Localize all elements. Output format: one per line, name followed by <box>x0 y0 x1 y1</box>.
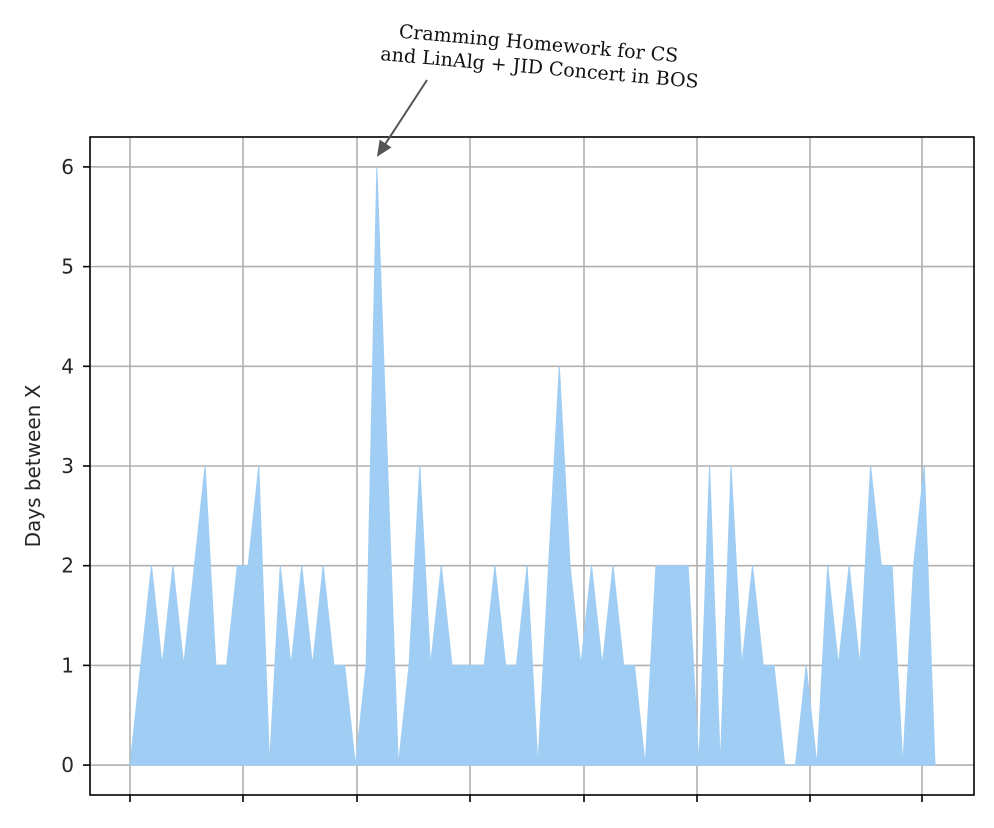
y-tick-label-6: 6 <box>61 155 74 179</box>
y-tick-label-4: 4 <box>61 354 74 378</box>
area-series-fill <box>129 166 936 766</box>
y-axis-ticks: 0 1 2 3 4 5 6 <box>61 155 90 777</box>
annotation-arrow <box>383 79 428 146</box>
annotation-text: Cramming Homework for CS and LinAlg + JI… <box>380 19 702 93</box>
plot-frame <box>89 136 975 796</box>
y-tick-label-3: 3 <box>61 454 74 478</box>
x-axis-ticks <box>129 795 923 802</box>
y-tick-label-0: 0 <box>61 753 74 777</box>
y-axis-label: Days between X <box>21 384 45 547</box>
y-tick-label-5: 5 <box>61 255 74 279</box>
annotation-arrowhead <box>376 139 392 157</box>
y-tick-label-1: 1 <box>61 653 74 677</box>
y-tick-label-2: 2 <box>61 554 74 578</box>
